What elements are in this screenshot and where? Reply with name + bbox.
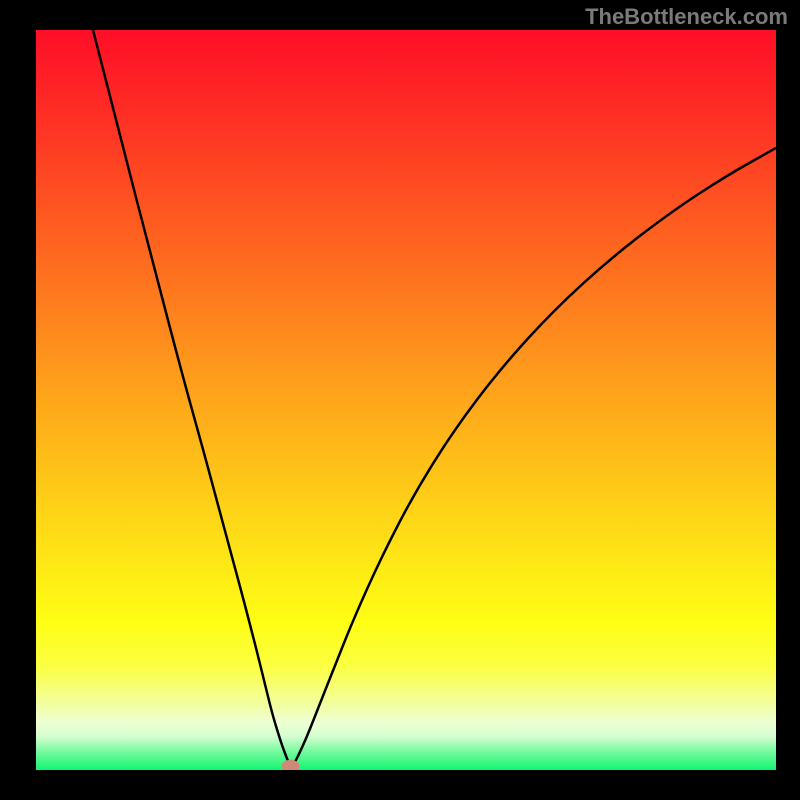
watermark-text: TheBottleneck.com	[585, 4, 788, 30]
plot-area	[36, 30, 776, 770]
curve-overlay	[36, 30, 776, 770]
chart-canvas: TheBottleneck.com	[0, 0, 800, 800]
bottleneck-curve	[93, 30, 776, 766]
optimal-point-marker	[282, 760, 300, 770]
